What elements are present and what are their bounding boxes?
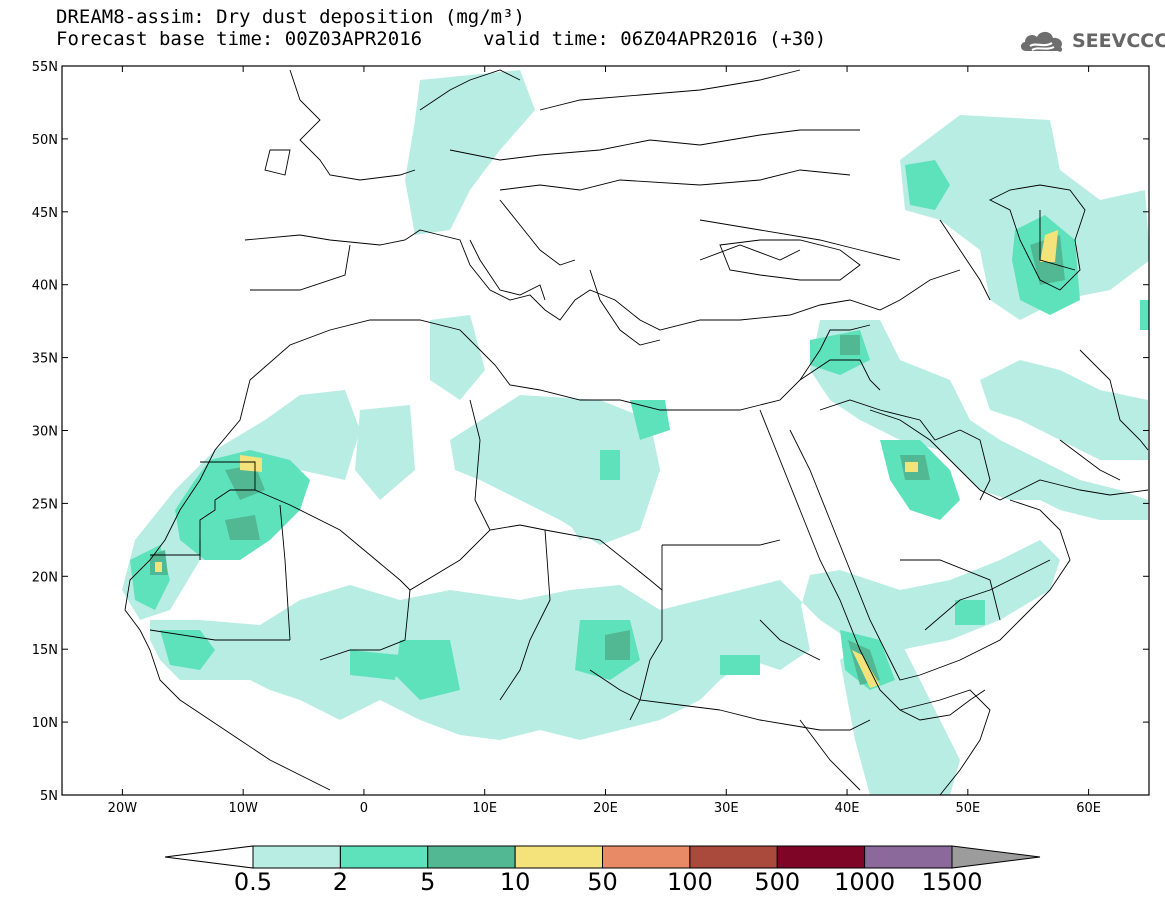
- lon-tick-label: 60E: [1076, 801, 1101, 816]
- colorbar-segment: [514, 845, 603, 869]
- colorbar-segment: [776, 845, 866, 869]
- level-0-5-areas: [122, 70, 1149, 795]
- lat-tick-label: 50N: [32, 133, 58, 148]
- colorbar-label: 0.5: [234, 868, 272, 896]
- lon-tick-label: 40E: [835, 801, 860, 816]
- lon-tick-label: 30E: [714, 801, 739, 816]
- colorbar: 0.5 2 5 10 50 100 500 1000 1500: [164, 845, 1041, 896]
- colorbar-label: 1500: [921, 868, 982, 896]
- colorbar-low-arrow: [164, 845, 254, 869]
- lat-tick-label: 40N: [32, 279, 58, 294]
- lon-tick-label: 10E: [472, 801, 497, 816]
- lat-tick-label: 55N: [32, 60, 58, 75]
- lat-tick-label: 25N: [32, 497, 58, 512]
- colorbar-label: 5: [420, 868, 435, 896]
- colorbar-segment: [602, 845, 691, 869]
- lat-tick-label: 15N: [32, 643, 58, 658]
- colorbar-high-arrow: [951, 845, 1041, 869]
- lat-tick-label: 35N: [32, 352, 58, 367]
- lon-tick-label: 0: [360, 801, 368, 816]
- colorbar-label: 1000: [834, 868, 895, 896]
- colorbar-label: 2: [333, 868, 348, 896]
- lat-tick-label: 5N: [40, 789, 58, 804]
- colorbar-segment: [689, 845, 778, 869]
- colorbar-label: 50: [587, 868, 618, 896]
- colorbar-label: 500: [754, 868, 800, 896]
- colorbar-label: 10: [500, 868, 531, 896]
- map-title: DREAM8-assim: Dry dust deposition (mg/m³…: [56, 6, 525, 28]
- lat-tick-label: 45N: [32, 206, 58, 221]
- longitude-axis: 20W 10W 0 10E 20E 30E 40E 50E 60E: [108, 66, 1101, 816]
- logo-text: SEEVCCC: [1072, 30, 1165, 52]
- colorbar-label: 100: [667, 868, 713, 896]
- latitude-axis: 55N 50N 45N 40N 35N 30N 25N 20N 15N 10N 5N: [32, 60, 1149, 804]
- lon-tick-label: 20E: [593, 801, 618, 816]
- dust-deposition-fields: [122, 70, 1149, 795]
- forecast-base-time: Forecast base time: 00Z03APR2016: [56, 28, 423, 50]
- lat-tick-label: 10N: [32, 716, 58, 731]
- colorbar-segment: [339, 845, 429, 869]
- lat-tick-label: 20N: [32, 570, 58, 585]
- valid-time: valid time: 06Z04APR2016 (+30): [483, 28, 827, 50]
- seevccc-logo: SEEVCCC: [1018, 26, 1165, 56]
- lon-tick-label: 20W: [108, 801, 138, 816]
- lat-tick-label: 30N: [32, 425, 58, 440]
- cloud-icon: [1020, 31, 1063, 52]
- colorbar-segment: [864, 845, 953, 869]
- level-10-areas: [155, 230, 1058, 688]
- colorbar-segment: [252, 845, 341, 869]
- coastlines-borders: [124, 69, 1149, 795]
- lon-tick-label: 10W: [228, 801, 258, 816]
- colorbar-segment: [427, 845, 516, 869]
- lon-tick-label: 50E: [955, 801, 980, 816]
